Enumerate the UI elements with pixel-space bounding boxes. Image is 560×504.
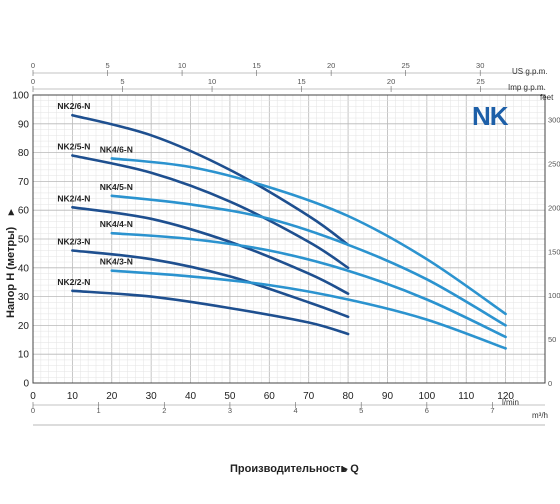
y-tick-label: 30 <box>18 292 30 303</box>
m3h-tick-label: 7 <box>490 406 494 415</box>
usgpm-tick-label: 5 <box>105 61 109 70</box>
series-label: NK4/6-N <box>100 144 133 154</box>
x-tick-label: 110 <box>458 391 474 402</box>
series-label: NK4/3-N <box>100 257 133 267</box>
x-tick-label: 10 <box>67 391 79 402</box>
x-tick-label: 20 <box>106 391 118 402</box>
x-tick-label: 70 <box>303 391 315 402</box>
series-line-nk2-4-n <box>71 206 350 295</box>
y-tick-label: 100 <box>12 91 29 102</box>
x-tick-label: 120 <box>497 391 514 402</box>
series-lines <box>71 113 507 350</box>
feet-tick-label: 0 <box>548 379 552 388</box>
brand-logo: NK <box>472 101 509 131</box>
series-line-nk2-6-n <box>71 113 350 247</box>
x-tick-label: 80 <box>343 391 355 402</box>
series-label: NK2/5-N <box>57 141 90 151</box>
impgpm-tick-label: 5 <box>120 77 124 86</box>
x-axis-title: Производительность Q <box>230 463 359 475</box>
series-line-nk2-5-n <box>71 154 350 270</box>
feet-tick-label: 150 <box>548 247 560 256</box>
x-tick-label: 50 <box>224 391 236 402</box>
plot-border <box>32 94 546 384</box>
series-label: NK4/4-N <box>100 219 133 229</box>
feet-tick-label: 50 <box>548 335 556 344</box>
usgpm-tick-label: 30 <box>476 61 484 70</box>
y-tick-label: 20 <box>18 321 30 332</box>
impgpm-tick-label: 15 <box>297 77 305 86</box>
impgpm-tick-label: 25 <box>476 77 484 86</box>
x-tick-label: 60 <box>264 391 276 402</box>
m3h-tick-label: 6 <box>425 406 429 415</box>
m3h-tick-label: 5 <box>359 406 363 415</box>
series-label: NK2/6-N <box>57 101 90 111</box>
y-tick-label: 80 <box>18 148 30 159</box>
unit-usgpm: US g.p.m. <box>512 67 548 76</box>
series-line-nk4-4-n <box>110 231 507 339</box>
y-tick-label: 0 <box>23 379 29 390</box>
m3h-tick-label: 0 <box>31 406 35 415</box>
y-tick-label: 70 <box>18 177 30 188</box>
m3h-tick-label: 4 <box>293 406 297 415</box>
plot-frame <box>32 94 546 384</box>
usgpm-tick-label: 10 <box>178 61 186 70</box>
series-line-nk4-5-n <box>110 194 507 327</box>
y-tick-label: 60 <box>18 206 30 217</box>
usgpm-tick-label: 20 <box>327 61 335 70</box>
impgpm-tick-label: 0 <box>31 77 35 86</box>
feet-tick-label: 300 <box>548 116 560 125</box>
series-label: NK2/4-N <box>57 193 90 203</box>
feet-tick-label: 100 <box>548 291 560 300</box>
y-tick-label: 90 <box>18 119 30 130</box>
x-axis-arrow: ▸ <box>341 463 348 475</box>
series-label: NK2/3-N <box>57 237 90 247</box>
y-tick-label: 40 <box>18 263 30 274</box>
x-tick-label: 90 <box>382 391 394 402</box>
impgpm-tick-label: 20 <box>387 77 395 86</box>
m3h-tick-label: 3 <box>228 406 232 415</box>
series-line-nk2-3-n <box>71 249 350 319</box>
y-tick-label: 50 <box>18 235 30 246</box>
m3h-tick-label: 1 <box>97 406 101 415</box>
series-label: NK4/5-N <box>100 182 133 192</box>
grid <box>32 94 546 384</box>
feet-tick-label: 200 <box>548 203 560 212</box>
y-axis-arrow: ▸ <box>5 209 17 216</box>
usgpm-tick-label: 15 <box>252 61 260 70</box>
feet-tick-label: 250 <box>548 160 560 169</box>
series-line-nk4-3-n <box>110 269 507 350</box>
usgpm-tick-label: 0 <box>31 61 35 70</box>
x-tick-label: 40 <box>185 391 197 402</box>
x-tick-label: 30 <box>146 391 158 402</box>
unit-feet: feet <box>540 93 554 102</box>
m3h-tick-label: 2 <box>162 406 166 415</box>
unit-lmin: l/min <box>502 398 519 407</box>
y-tick-label: 10 <box>18 350 30 361</box>
x-tick-label: 0 <box>30 391 36 402</box>
unit-impgpm: Imp g.p.m. <box>508 83 546 92</box>
series-labels: NK2/6-N NK2/5-N NK2/4-N NK2/3-N NK2/2-N NK4/6… <box>57 101 132 287</box>
unit-m3h: m³/h <box>532 411 548 420</box>
usgpm-tick-label: 25 <box>402 61 410 70</box>
series-label: NK2/2-N <box>57 277 90 287</box>
series-line-nk2-2-n <box>71 289 350 336</box>
y-axis-title: Напор H (метры) <box>5 227 17 318</box>
x-tick-label: 100 <box>419 391 436 402</box>
series-line-nk4-6-n <box>110 157 507 316</box>
impgpm-tick-label: 10 <box>208 77 216 86</box>
